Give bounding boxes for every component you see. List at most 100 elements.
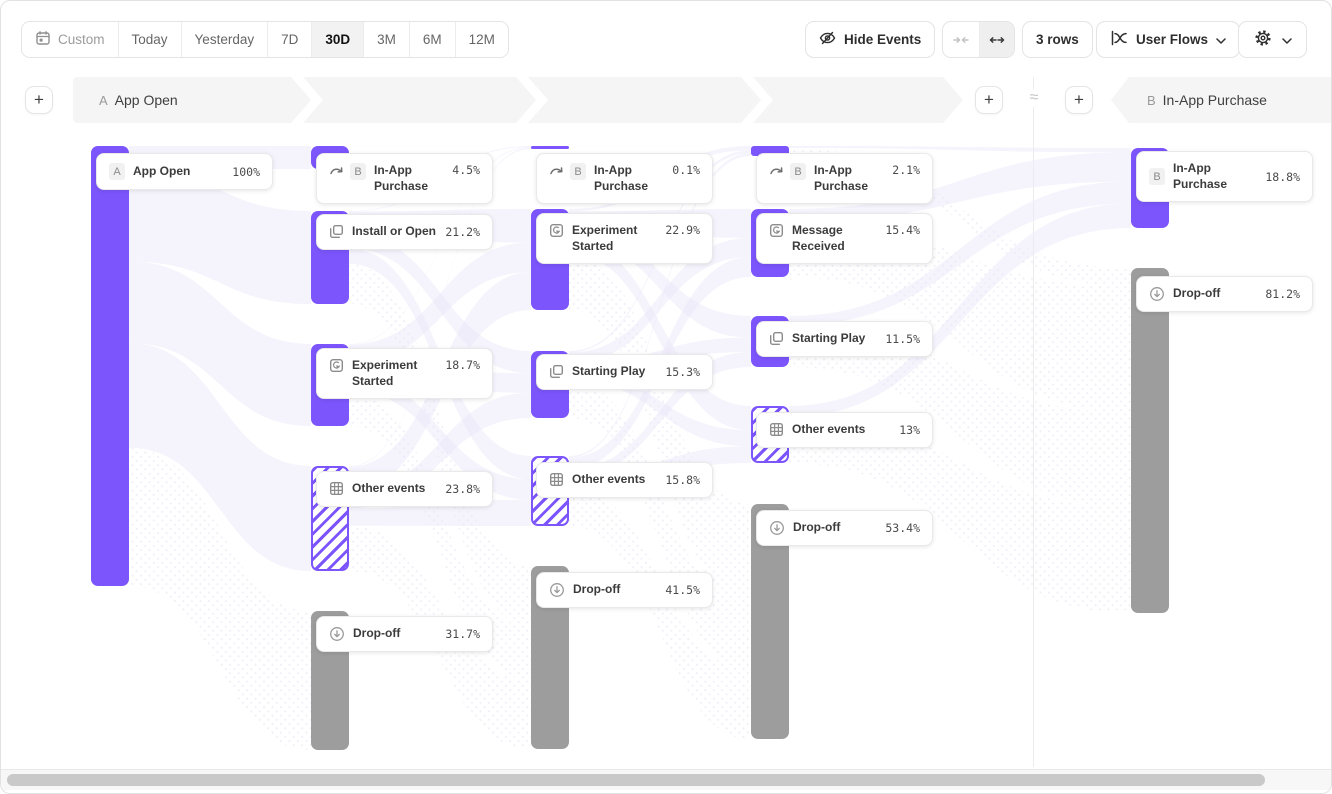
drop-off-circle-icon xyxy=(1149,286,1165,302)
flow-node-card[interactable]: Other events 13% xyxy=(756,412,933,448)
drop-off-circle-icon xyxy=(549,582,565,598)
node-label: Experiment Started xyxy=(352,358,418,388)
grid-icon xyxy=(549,472,564,487)
node-percentage: 15.8% xyxy=(665,472,700,487)
node-percentage: 22.9% xyxy=(665,223,700,237)
drop-off-circle-icon xyxy=(769,520,785,536)
flow-node-card[interactable]: Drop-off 53.4% xyxy=(756,510,933,546)
node-label: App Open xyxy=(133,163,191,178)
date-range-30d[interactable]: 30D xyxy=(311,22,364,57)
node-label: Drop-off xyxy=(573,582,621,597)
node-percentage: 15.4% xyxy=(885,223,920,237)
step-badge: B xyxy=(350,163,366,180)
jump-arrow-icon xyxy=(329,163,344,177)
flow-node-bar[interactable] xyxy=(91,146,129,586)
eye-off-icon xyxy=(819,30,836,49)
date-range-12m[interactable]: 12M xyxy=(454,22,508,57)
step-badge: B xyxy=(1149,168,1165,186)
rows-button[interactable]: 3 rows xyxy=(1022,21,1093,58)
flow-node-card[interactable]: B In-App Purchase 18.8% xyxy=(1136,151,1313,203)
flow-node-bar[interactable] xyxy=(1131,268,1169,613)
gear-icon xyxy=(1254,29,1272,50)
user-flows-icon xyxy=(1110,30,1128,49)
add-step-before-b-button[interactable]: + xyxy=(1065,86,1093,114)
horizontal-scrollbar-thumb[interactable] xyxy=(7,774,1265,786)
date-range-7d[interactable]: 7D xyxy=(267,22,312,57)
node-label: Message Received xyxy=(792,223,845,253)
flow-node-card[interactable]: Starting Play 15.3% xyxy=(536,354,713,390)
hide-events-button[interactable]: Hide Events xyxy=(805,21,936,58)
flow-node-card[interactable]: B In-App Purchase 4.5% xyxy=(316,153,493,205)
view-selector-dropdown[interactable]: User Flows xyxy=(1096,21,1241,58)
node-percentage: 15.3% xyxy=(665,364,700,379)
grid-icon xyxy=(329,481,344,496)
step-badge: B xyxy=(570,163,586,180)
horizontal-scrollbar-track[interactable] xyxy=(1,769,1331,790)
node-percentage: 0.1% xyxy=(672,163,700,177)
flow-node-card[interactable]: Drop-off 41.5% xyxy=(536,572,713,608)
node-label: Drop-off xyxy=(793,520,841,535)
collapse-columns-button[interactable] xyxy=(943,22,979,57)
experiment-cursor-icon xyxy=(549,223,564,238)
jump-arrow-icon xyxy=(769,163,784,177)
flow-node-card[interactable]: B In-App Purchase 2.1% xyxy=(756,153,933,205)
date-range-yesterday[interactable]: Yesterday xyxy=(180,22,268,57)
node-percentage: 41.5% xyxy=(665,583,700,597)
add-step-before-a-button[interactable]: + xyxy=(25,86,53,114)
flow-node-card[interactable]: Other events 15.8% xyxy=(536,462,713,498)
flow-node-card[interactable]: Install or Open 21.2% xyxy=(316,214,493,250)
node-percentage: 31.7% xyxy=(445,627,480,641)
node-percentage: 4.5% xyxy=(452,163,480,177)
calendar-icon xyxy=(35,30,51,49)
node-label: In-App Purchase xyxy=(374,163,429,193)
node-label: Other events xyxy=(352,481,426,495)
node-label: Other events xyxy=(792,422,866,436)
flow-node-card[interactable]: Other events 23.8% xyxy=(316,471,493,507)
step-badge: B xyxy=(790,163,806,180)
node-percentage: 13% xyxy=(899,422,920,437)
flow-node-card[interactable]: Experiment Started 22.9% xyxy=(536,213,713,265)
date-range-today[interactable]: Today xyxy=(117,22,181,57)
event-squares-icon xyxy=(549,364,564,379)
section-b-label: In-App Purchase xyxy=(1162,92,1267,108)
hide-events-label: Hide Events xyxy=(844,32,922,47)
event-squares-icon xyxy=(769,331,784,346)
expand-columns-button[interactable] xyxy=(978,22,1014,57)
flow-node-bar[interactable] xyxy=(531,146,569,149)
node-percentage: 11.5% xyxy=(885,331,920,346)
flow-node-card[interactable]: Message Received 15.4% xyxy=(756,213,933,265)
node-label: In-App Purchase xyxy=(1173,161,1228,191)
node-label: Drop-off xyxy=(1173,286,1221,301)
node-label: Install or Open xyxy=(352,224,437,238)
section-a-banner: A App Open xyxy=(73,77,963,123)
jump-arrow-icon xyxy=(549,163,564,177)
flow-node-card[interactable]: Experiment Started 18.7% xyxy=(316,348,493,400)
flow-node-card[interactable]: B In-App Purchase 0.1% xyxy=(536,153,713,205)
date-range-custom[interactable]: Custom xyxy=(22,22,118,57)
view-selector-label: User Flows xyxy=(1136,32,1209,47)
date-range-3m[interactable]: 3M xyxy=(363,22,409,57)
flow-node-bar[interactable] xyxy=(751,146,789,156)
node-percentage: 2.1% xyxy=(892,163,920,177)
add-step-after-a-button[interactable]: + xyxy=(975,86,1003,114)
node-label: Drop-off xyxy=(353,626,401,641)
node-label: In-App Purchase xyxy=(594,163,649,193)
node-label: Experiment Started xyxy=(572,223,638,253)
node-percentage: 81.2% xyxy=(1265,287,1300,301)
node-label: Starting Play xyxy=(572,364,646,378)
flow-node-card[interactable]: Drop-off 31.7% xyxy=(316,616,493,652)
flow-node-card[interactable]: Drop-off 81.2% xyxy=(1136,276,1313,312)
rows-label: 3 rows xyxy=(1036,32,1079,47)
date-range-6m[interactable]: 6M xyxy=(408,22,455,57)
node-percentage: 100% xyxy=(232,164,260,179)
section-a-label: App Open xyxy=(114,92,178,108)
chevron-down-icon xyxy=(1281,32,1292,47)
flow-node-card[interactable]: A App Open 100% xyxy=(96,153,273,190)
section-a-key: A xyxy=(99,92,108,108)
settings-dropdown[interactable] xyxy=(1238,21,1307,58)
flow-node-card[interactable]: Starting Play 11.5% xyxy=(756,321,933,357)
approx-symbol: ≈ xyxy=(1023,89,1045,107)
